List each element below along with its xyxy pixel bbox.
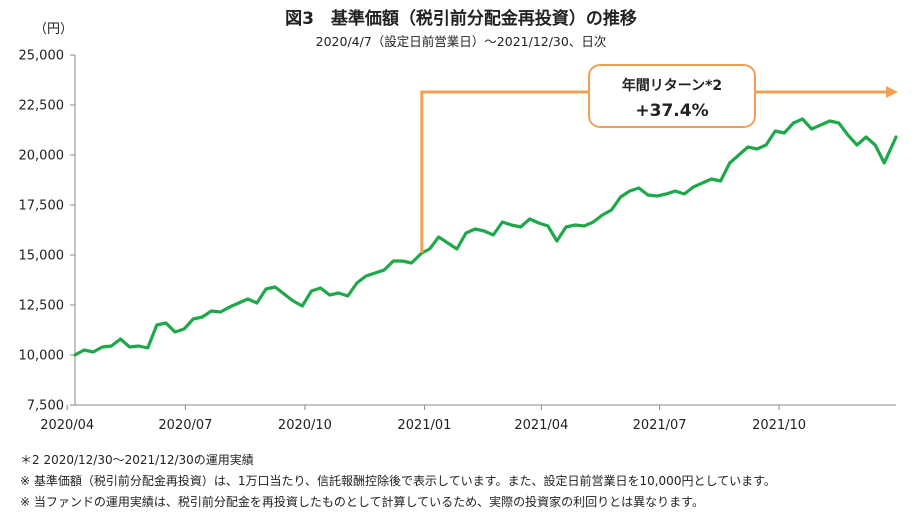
annual-return-value: +37.4% [635,101,709,121]
y-tick-label: 7,500 [27,399,64,414]
y-tick-label: 10,000 [19,349,65,364]
x-tick-label: 2020/07 [158,418,212,433]
y-tick-label: 25,000 [19,49,65,64]
x-tick-label: 2021/10 [752,418,806,433]
footnotes: ＊2 2020/12/30～2021/12/30の運用実績 ※ 基準価額（税引前… [20,450,776,513]
return-arrow-head [886,86,898,98]
nav-series-line [73,117,898,357]
annual-return-label: 年間リターン*2 [621,78,723,94]
y-tick-label: 20,000 [19,149,65,164]
chart-subtitle: 2020/4/7（設定日前営業日）～2021/12/30、日次 [315,34,607,49]
x-tick-label: 2021/07 [633,418,687,433]
x-tick-label: 2021/01 [397,418,451,433]
footnote-2: ※ 基準価額（税引前分配金再投資）は、1万口当たり、信託報酬控除後で表示していま… [20,474,776,488]
y-tick-label: 12,500 [19,299,65,314]
footnote-3: ※ 当ファンドの運用実績は、税引前分配金を再投資したものとして計算しているため、… [20,495,704,509]
y-axis-unit: （円） [34,22,74,37]
y-tick-label: 15,000 [19,249,65,264]
footnote-1: ＊2 2020/12/30～2021/12/30の運用実績 [20,453,254,467]
y-tick-label: 17,500 [19,199,65,214]
y-tick-label: 22,500 [19,99,65,114]
chart-title: 図3 基準価額（税引前分配金再投資）の推移 [285,9,637,29]
x-tick-label: 2020/10 [278,418,332,433]
x-tick-label: 2021/04 [514,418,568,433]
x-tick-label: 2020/04 [40,418,94,433]
annual-return-callout: 年間リターン*2 +37.4% [588,64,756,128]
